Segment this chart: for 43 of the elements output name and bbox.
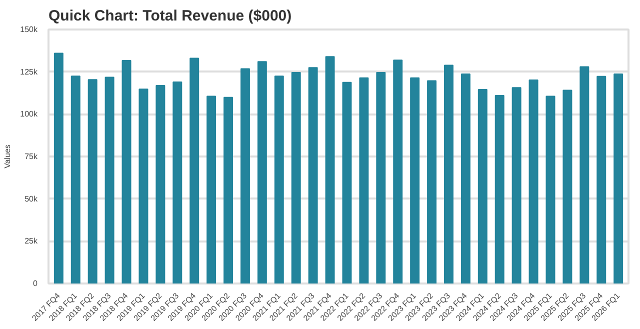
bar <box>172 81 182 284</box>
bar <box>88 79 98 284</box>
y-tick-label: 100k <box>20 110 38 119</box>
bar <box>376 72 386 284</box>
bar <box>70 76 80 284</box>
bar <box>156 85 166 284</box>
bar <box>54 52 64 284</box>
bar <box>444 64 454 284</box>
bar <box>546 96 556 284</box>
y-tick-label: 50k <box>24 194 38 204</box>
bar <box>512 87 522 284</box>
bar <box>494 95 504 284</box>
y-tick-label: 25k <box>24 236 38 246</box>
y-axis-title: Values <box>3 144 12 168</box>
bar <box>274 76 284 284</box>
bar <box>325 56 335 284</box>
bar <box>410 77 420 284</box>
bar <box>562 90 572 284</box>
bar <box>224 96 234 284</box>
y-tick-label: 75k <box>24 152 38 161</box>
bar <box>596 76 606 284</box>
y-tick-label: 0 <box>33 279 38 288</box>
bar <box>190 58 200 284</box>
bar <box>528 79 538 284</box>
bar <box>393 60 403 284</box>
bar <box>427 80 437 284</box>
bar <box>257 61 267 284</box>
bar <box>240 68 250 284</box>
chart-title: Quick Chart: Total Revenue ($000) <box>48 8 292 24</box>
y-tick-label: 125k <box>20 67 38 76</box>
bar <box>342 82 352 284</box>
bar <box>614 74 624 284</box>
bar <box>104 76 114 284</box>
bar <box>122 60 132 284</box>
bar <box>308 67 318 284</box>
bar <box>138 88 148 284</box>
bar <box>291 72 301 284</box>
bar <box>478 88 488 284</box>
bar <box>359 77 369 284</box>
bar <box>580 66 590 284</box>
bar <box>460 74 470 284</box>
y-tick-label: 150k <box>20 25 38 34</box>
bar <box>206 96 216 284</box>
